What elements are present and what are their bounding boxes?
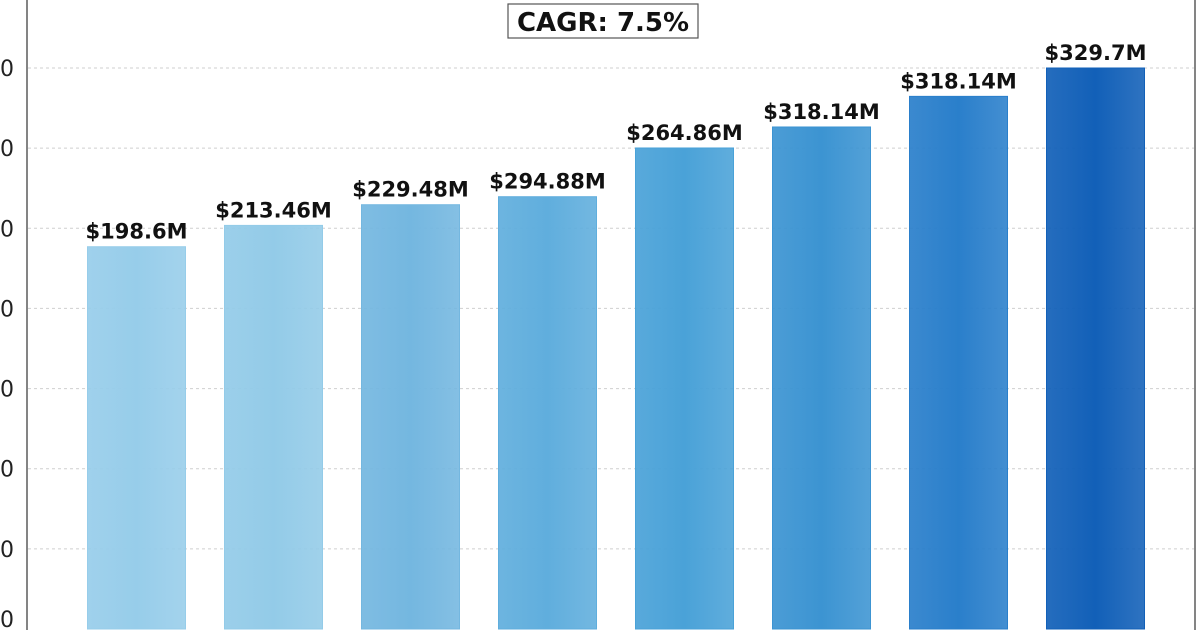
value-labels: $198.6M $213.46M $229.48M $294.88M $264.86M $… xyxy=(86,41,1147,244)
y-tick-label: 0 xyxy=(0,538,14,563)
bar xyxy=(361,204,460,630)
y-tick-label: 0 xyxy=(0,137,14,162)
bar-value-label: $198.6M xyxy=(86,220,188,244)
bar xyxy=(909,95,1008,630)
bar xyxy=(1046,67,1145,630)
y-tick-label: 0 xyxy=(0,608,14,630)
bar xyxy=(224,224,323,630)
y-tick-labels: 0 0 0 0 0 0 0 0 xyxy=(0,57,14,630)
y-tick-label: 0 xyxy=(0,297,14,322)
bar-value-label: $213.46M xyxy=(215,198,332,222)
bar xyxy=(772,126,871,630)
y-tick-label: 0 xyxy=(0,458,14,483)
bar-value-label: $294.88M xyxy=(489,170,606,194)
bar-value-label: $318.14M xyxy=(763,100,880,124)
bar xyxy=(87,246,186,630)
bar-value-label: $229.48M xyxy=(352,178,469,202)
cagr-annotation-text: CAGR: 7.5% xyxy=(517,8,689,38)
cagr-annotation-box xyxy=(507,3,699,39)
bar-value-label: $264.86M xyxy=(626,121,743,145)
bar-value-label: $329.7M xyxy=(1045,41,1147,65)
grid-lines xyxy=(28,67,1194,550)
bar xyxy=(498,196,597,630)
bars xyxy=(87,67,1145,630)
bar-value-label: $318.14M xyxy=(900,69,1017,93)
y-tick-label: 0 xyxy=(0,378,14,403)
cagr-annotation: CAGR: 7.5% xyxy=(507,3,699,39)
bar xyxy=(635,147,734,630)
y-tick-label: 0 xyxy=(0,217,14,242)
y-tick-label: 0 xyxy=(0,57,14,82)
